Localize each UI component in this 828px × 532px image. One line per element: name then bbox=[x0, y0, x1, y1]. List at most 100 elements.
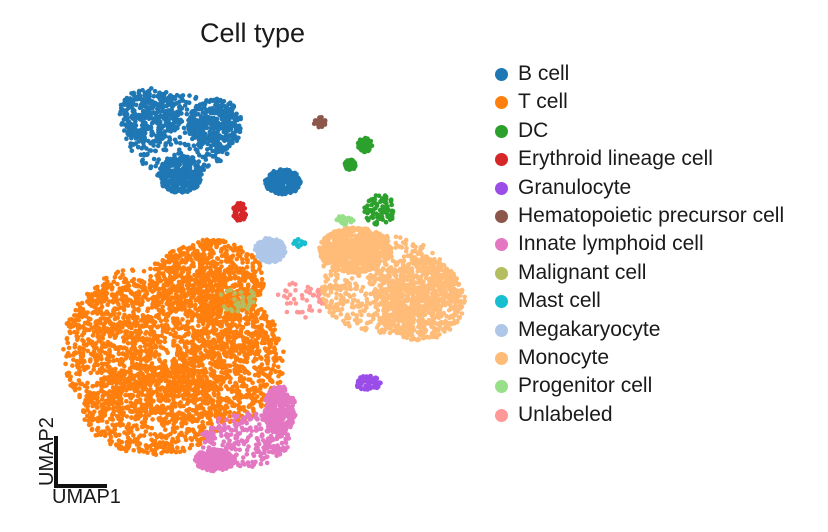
point bbox=[152, 439, 157, 445]
point bbox=[226, 102, 231, 107]
point bbox=[95, 370, 100, 376]
point bbox=[151, 451, 156, 457]
point bbox=[181, 244, 186, 250]
point bbox=[188, 309, 193, 315]
point bbox=[170, 327, 176, 333]
point bbox=[149, 120, 155, 126]
point bbox=[72, 329, 77, 335]
point bbox=[70, 363, 75, 368]
point bbox=[257, 282, 263, 287]
point bbox=[211, 278, 217, 283]
point bbox=[118, 329, 124, 334]
point bbox=[117, 432, 122, 438]
point bbox=[183, 176, 188, 181]
point bbox=[215, 256, 221, 262]
point bbox=[106, 397, 111, 403]
point bbox=[238, 407, 243, 412]
point bbox=[155, 338, 161, 343]
point bbox=[176, 393, 181, 399]
point bbox=[120, 351, 126, 356]
point bbox=[124, 353, 130, 359]
point bbox=[188, 369, 193, 375]
point bbox=[251, 344, 256, 350]
point bbox=[179, 274, 184, 280]
point bbox=[101, 324, 107, 330]
point bbox=[236, 317, 241, 322]
point bbox=[190, 343, 196, 349]
point bbox=[93, 292, 99, 298]
point bbox=[134, 316, 140, 321]
point bbox=[129, 148, 135, 153]
point bbox=[168, 431, 173, 437]
point bbox=[148, 432, 153, 437]
point bbox=[115, 306, 121, 312]
point bbox=[186, 118, 191, 123]
point bbox=[149, 425, 155, 431]
point bbox=[159, 450, 164, 456]
point bbox=[207, 129, 213, 135]
point bbox=[236, 389, 242, 394]
point bbox=[126, 392, 132, 398]
point bbox=[118, 356, 124, 362]
point bbox=[155, 261, 161, 267]
point bbox=[165, 300, 170, 305]
point bbox=[193, 163, 198, 169]
point bbox=[240, 325, 245, 331]
point bbox=[105, 279, 110, 285]
point bbox=[134, 438, 139, 444]
point bbox=[116, 345, 121, 351]
point bbox=[194, 175, 200, 180]
point bbox=[172, 429, 177, 435]
point bbox=[223, 410, 229, 416]
point bbox=[150, 370, 156, 375]
point bbox=[258, 386, 263, 391]
point bbox=[185, 164, 191, 169]
point bbox=[129, 425, 134, 431]
point bbox=[64, 371, 70, 377]
point bbox=[155, 324, 161, 329]
point bbox=[199, 335, 205, 340]
point bbox=[135, 408, 140, 414]
point bbox=[125, 446, 131, 451]
point bbox=[232, 395, 237, 401]
point bbox=[142, 316, 147, 321]
point bbox=[253, 258, 258, 263]
point bbox=[211, 270, 217, 276]
point bbox=[172, 416, 178, 421]
point bbox=[88, 357, 93, 362]
point bbox=[197, 424, 202, 430]
point bbox=[157, 440, 163, 445]
point bbox=[188, 380, 193, 386]
point bbox=[110, 354, 116, 359]
point bbox=[131, 291, 136, 297]
point bbox=[108, 441, 113, 447]
point bbox=[108, 321, 113, 327]
point bbox=[156, 157, 161, 162]
point bbox=[238, 368, 243, 374]
point bbox=[121, 335, 126, 340]
point bbox=[187, 445, 193, 451]
point bbox=[252, 356, 258, 362]
point bbox=[151, 295, 157, 300]
point bbox=[99, 312, 105, 317]
point bbox=[88, 399, 93, 405]
point bbox=[97, 410, 103, 415]
point bbox=[79, 300, 85, 306]
point bbox=[218, 158, 223, 164]
point bbox=[131, 142, 136, 147]
point bbox=[190, 114, 196, 120]
point bbox=[200, 318, 205, 324]
point bbox=[263, 373, 269, 378]
point bbox=[160, 329, 166, 334]
series-b-cell bbox=[117, 86, 303, 197]
point bbox=[91, 391, 97, 396]
point bbox=[161, 273, 167, 279]
point bbox=[212, 383, 218, 388]
point bbox=[84, 327, 90, 333]
point bbox=[71, 357, 76, 363]
point bbox=[136, 446, 142, 451]
point bbox=[246, 377, 251, 382]
point bbox=[174, 186, 180, 191]
point bbox=[271, 349, 277, 355]
point bbox=[112, 335, 118, 341]
